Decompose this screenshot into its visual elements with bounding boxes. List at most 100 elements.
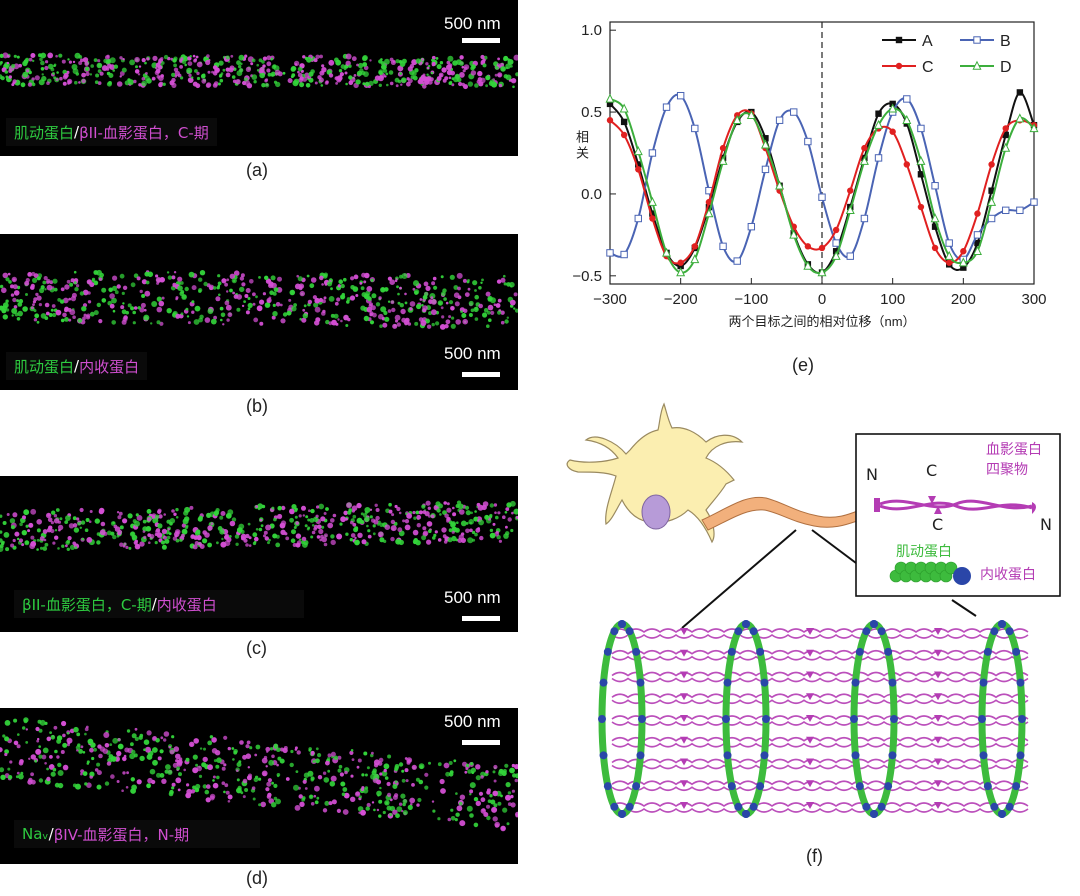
fluorescence-spot <box>465 510 471 516</box>
fluorescence-spot <box>387 754 392 759</box>
fluorescence-spot <box>402 810 408 816</box>
fluorescence-spot <box>238 54 245 61</box>
fluorescence-spot <box>184 63 187 67</box>
fluorescence-spot <box>193 58 197 63</box>
fluorescence-spot <box>87 738 94 745</box>
fluorescence-spot <box>227 794 233 800</box>
fluorescence-spot <box>387 309 392 313</box>
fluorescence-spot <box>121 789 124 792</box>
legend-label: A <box>922 33 933 50</box>
fluorescence-spot <box>25 524 29 528</box>
panel-label-f: (f) <box>806 846 823 866</box>
fluorescence-spot <box>84 61 89 66</box>
data-point <box>775 116 784 124</box>
fluorescence-spot <box>76 284 80 288</box>
fluorescence-spot <box>423 77 427 82</box>
fluorescence-spot <box>161 544 167 550</box>
fluorescence-spot <box>509 767 515 774</box>
fluorescence-spot <box>404 301 408 305</box>
fluorescence-spot <box>116 780 120 783</box>
fluorescence-spot <box>448 761 453 765</box>
fluorescence-spot <box>46 278 51 283</box>
fluorescence-spot <box>364 773 368 777</box>
fluorescence-spot <box>93 270 99 275</box>
data-point <box>818 193 826 201</box>
fluorescence-spot <box>470 762 474 766</box>
fluorescence-spot <box>292 543 297 547</box>
fluorescence-spot <box>371 751 374 755</box>
fluorescence-spot <box>321 283 324 286</box>
fluorescence-spot <box>267 72 272 77</box>
fluorescence-spot <box>245 288 251 293</box>
fluorescence-spot <box>285 777 290 781</box>
fluorescence-spot <box>245 533 250 539</box>
fluorescence-spot <box>157 523 163 529</box>
fluorescence-spot <box>346 502 352 509</box>
fluorescence-spot <box>186 788 193 795</box>
fluorescence-spot <box>89 311 95 317</box>
fluorescence-spot <box>158 83 162 88</box>
adducin-cap <box>723 678 732 687</box>
fluorescence-spot <box>411 59 418 66</box>
fluorescence-spot <box>73 270 77 274</box>
fluorescence-spot <box>229 520 236 527</box>
data-point <box>775 180 785 190</box>
scalebar <box>462 616 500 621</box>
fluorescence-spot <box>469 528 473 533</box>
fluorescence-spot <box>205 83 211 88</box>
fluorescence-spot <box>40 313 47 319</box>
fluorescence-spot <box>505 66 509 70</box>
fluorescence-spot <box>319 54 323 59</box>
fluorescence-spot <box>398 60 403 64</box>
fluorescence-spot <box>0 767 5 773</box>
fluorescence-spot <box>12 79 17 84</box>
fluorescence-spot <box>389 81 394 86</box>
fluorescence-spot <box>375 508 380 512</box>
fluorescence-spot <box>171 275 176 280</box>
fluorescence-spot <box>310 508 315 514</box>
fluorescence-spot <box>52 278 58 284</box>
data-point <box>895 36 903 44</box>
fluorescence-spot <box>196 76 201 81</box>
fluorescence-spot <box>340 64 346 69</box>
fluorescence-spot <box>10 293 15 297</box>
fluorescence-spot <box>39 719 46 726</box>
fluorescence-spot <box>257 507 261 511</box>
fluorescence-spot <box>55 309 62 316</box>
fluorescence-spot <box>351 758 355 761</box>
fluorescence-spot <box>238 68 244 73</box>
fluorescence-spot <box>478 286 482 290</box>
fluorescence-spot <box>446 516 451 522</box>
fluorescence-spot <box>439 778 445 785</box>
fluorescence-spot <box>116 750 122 757</box>
fluorescence-spot <box>198 277 203 282</box>
fluorescence-spot <box>463 84 468 90</box>
adducin-cap <box>888 678 897 687</box>
fluorescence-spot <box>69 282 74 287</box>
fluorescence-spot <box>24 540 30 546</box>
fluorescence-spot <box>367 534 372 539</box>
fluorescence-spot <box>138 735 143 740</box>
fluorescence-spot <box>362 62 368 67</box>
fluorescence-spot <box>314 297 321 304</box>
fluorescence-spot <box>16 744 21 749</box>
fluorescence-spot <box>180 76 184 80</box>
fluorescence-spot <box>77 318 83 323</box>
fluorescence-spot <box>192 785 196 790</box>
fluorescence-spot <box>439 513 442 516</box>
fluorescence-spot <box>447 817 452 822</box>
fluorescence-spot <box>486 76 490 80</box>
fluorescence-spot <box>261 60 265 64</box>
fluorescence-spot <box>423 291 429 297</box>
fluorescence-spot <box>89 510 93 513</box>
fluorescence-spot <box>330 539 336 546</box>
fluorescence-spot <box>358 811 361 814</box>
fluorescence-spot <box>443 501 448 505</box>
fluorescence-spot <box>383 539 387 543</box>
fluorescence-spot <box>355 791 360 796</box>
fluorescence-spot <box>469 521 473 525</box>
fluorescence-spot <box>64 284 70 290</box>
micrograph-image <box>0 269 518 330</box>
fluorescence-spot <box>328 801 333 806</box>
fluorescence-spot <box>469 813 474 818</box>
